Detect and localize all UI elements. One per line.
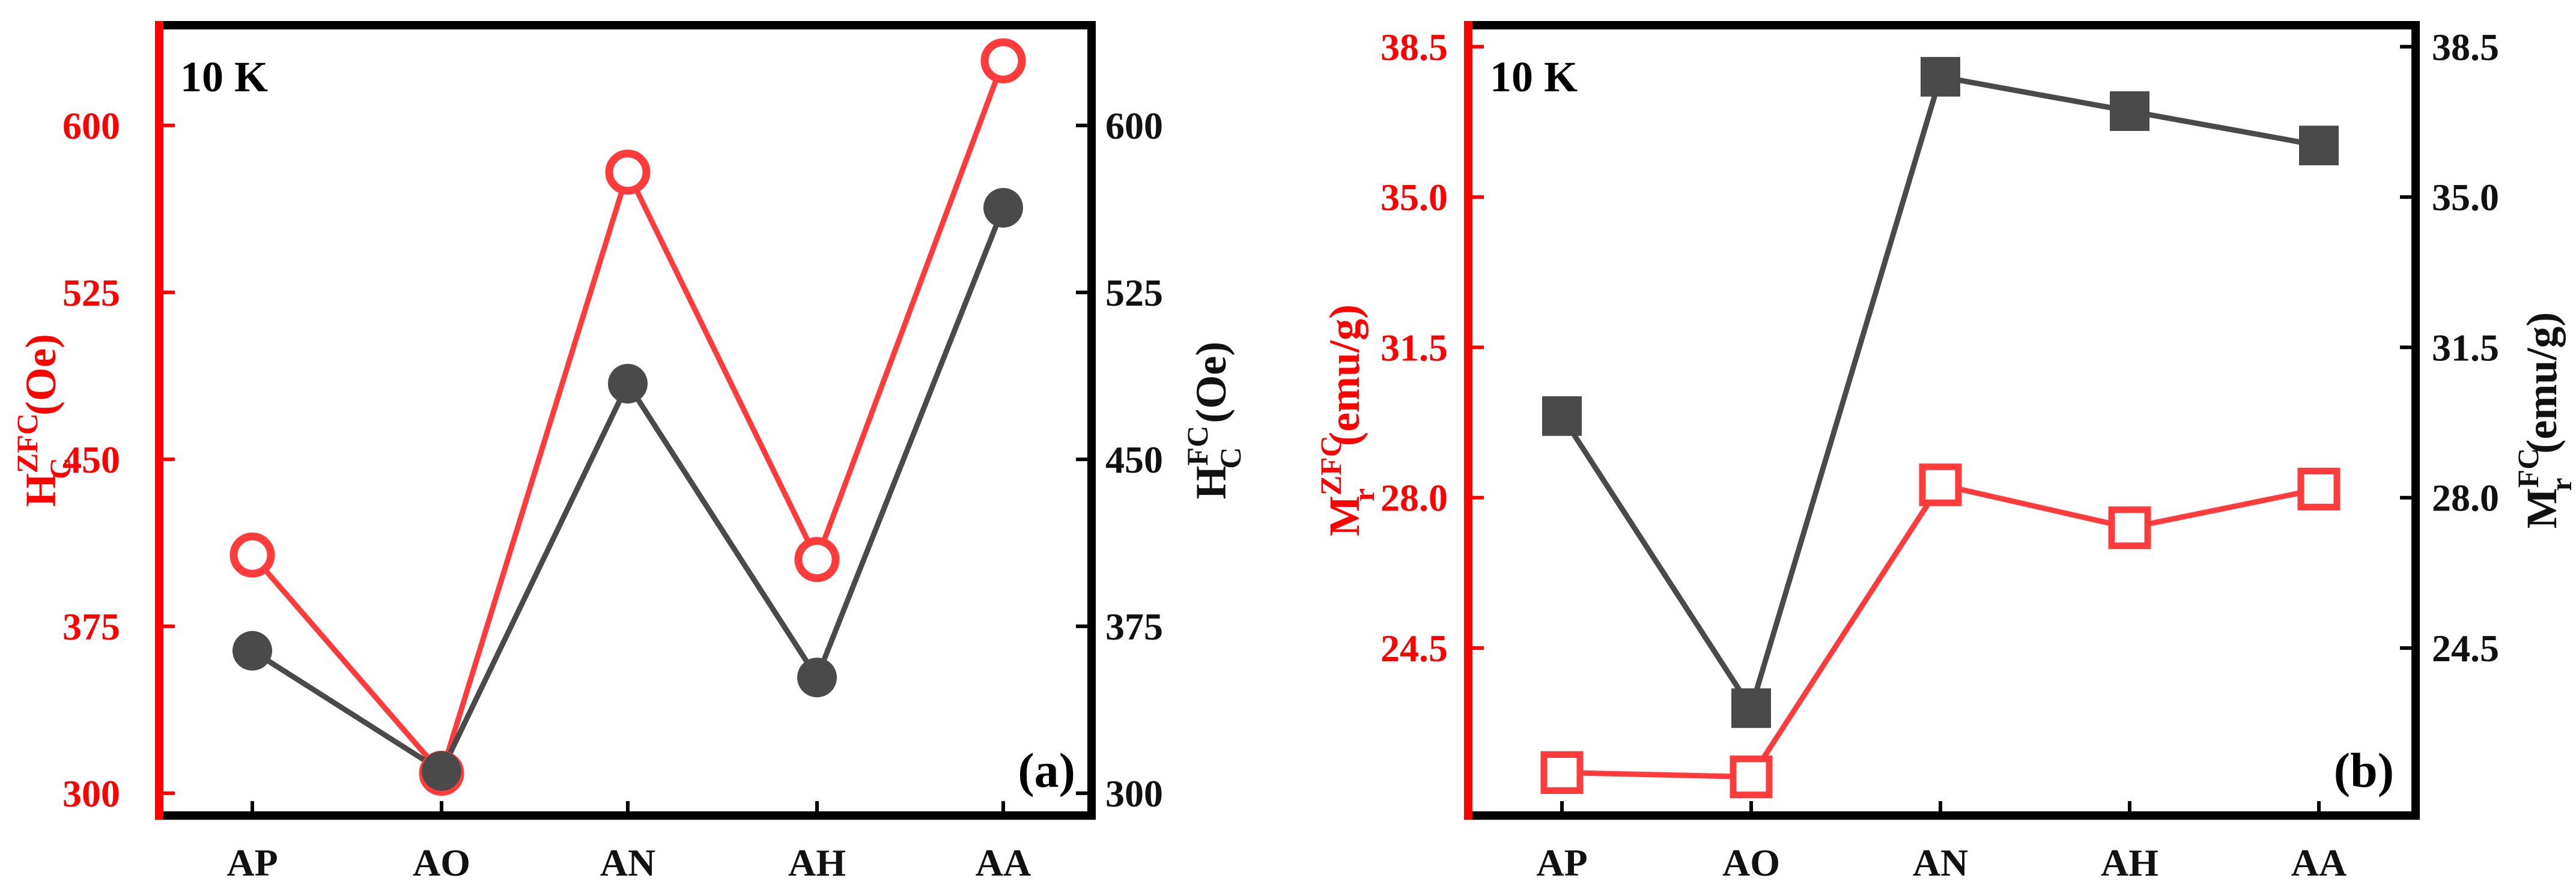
panel-a-left-title-sub: C [43,458,77,479]
fc-series-line [1560,74,2319,711]
x-tick-label-an: AN [600,841,655,884]
panel-a-temperature-label: 10 K [180,53,268,101]
zfc-point-ao [1730,755,1773,799]
zfc-point-aa [2297,467,2341,510]
right-tick-label: 38.5 [2432,26,2499,68]
panel-b-right-title-unit: (emu/g) [2518,312,2566,454]
zfc-point-ap [1540,751,1584,794]
right-tick-label: 375 [1105,605,1163,648]
fc-point-ah [797,658,837,698]
panel-a-left-title-sup: ZFC [10,413,44,473]
panel-b-left-title-sup: ZFC [1314,435,1347,495]
x-tick-label-ap: AP [226,841,278,884]
panel-a-right-axis-title: HFCC (Oe) [1180,342,1247,500]
panel-b-mr-chart: 24.5 28.0 31.5 35.0 38.5 24.5 28.0 31.5 35.0 38.… [1314,21,2576,884]
panel-b-panel-label: (b) [2334,743,2394,798]
panel-a-left-ticks: 300 375 450 525 600 [62,104,175,815]
x-tick-label-ah: AH [2101,841,2158,884]
x-tick-label-ao: AO [1722,841,1780,884]
x-tick-label-ao: AO [413,841,470,884]
panel-b-right-ticks: 24.5 28.0 31.5 35.0 38.5 [2400,26,2499,670]
x-tick-label-ah: AH [788,841,846,884]
panel-b-right-title-base: M [2518,488,2566,528]
zfc-point-ah [2108,506,2151,549]
zfc-point-ah [794,537,840,583]
panel-a-panel-label: (a) [1018,743,1075,798]
panel-b-series-lines [1560,74,2319,780]
left-tick-label: 38.5 [1381,26,1448,68]
x-tick-label-an: AN [1913,841,1968,884]
right-tick-label: 35.0 [2432,176,2499,219]
x-tick-label-ap: AP [1536,841,1587,884]
left-tick-label: 24.5 [1381,627,1448,670]
left-tick-label: 525 [62,271,120,314]
panel-a-series-points [229,38,1026,796]
left-tick-label: 450 [62,438,120,481]
x-tick-label-aa: AA [976,841,1031,884]
panel-b-left-title-sub: r [1347,488,1381,501]
fc-point-aa [983,187,1023,228]
panel-a-right-ticks: 300 375 450 525 600 [1076,104,1163,815]
panel-b-right-axis-title: MFCr (emu/g) [2511,312,2576,529]
panel-a-hc-chart: 300 375 450 525 600 300 375 450 525 600 AP AO AN AH… [10,21,1247,884]
panel-a-right-title-unit: (Oe) [1187,342,1235,423]
panel-a-right-title-base: H [1187,465,1235,499]
panel-a-right-title-sub: C [1214,447,1247,469]
x-tick-label-aa: AA [2291,841,2347,884]
panel-b-left-axis-title: MZFCr (emu/g) [1314,304,1381,536]
fc-point-aa [2299,126,2339,166]
left-tick-label: 35.0 [1381,176,1448,219]
left-tick-label: 600 [62,104,120,147]
fc-point-ap [1542,396,1582,436]
panel-b-left-title-base: M [1320,495,1368,536]
right-tick-label: 300 [1105,772,1163,815]
right-tick-label: 31.5 [2432,326,2499,369]
panel-a-left-title-base: H [17,473,65,507]
left-tick-label: 300 [62,772,120,815]
panel-b-left-ticks: 24.5 28.0 31.5 35.0 38.5 [1381,26,1484,670]
left-tick-label: 28.0 [1381,477,1448,519]
panel-b-left-title-unit: (emu/g) [1320,304,1368,446]
panel-a-x-ticks: AP AO AN AH AA [226,801,1031,884]
zfc-point-an [605,150,651,195]
panel-a-left-title-unit: (Oe) [17,334,65,416]
panel-a-right-title-sup: FC [1180,426,1214,466]
right-tick-label: 600 [1105,104,1163,147]
fc-point-an [608,363,648,404]
panel-b-right-title-sub: r [2544,478,2576,491]
fc-point-ao [1731,688,1771,728]
left-tick-label: 31.5 [1381,326,1448,369]
right-tick-label: 28.0 [2432,477,2499,519]
zfc-point-an [1919,463,1962,506]
panel-b-temperature-label: 10 K [1490,53,1578,101]
right-tick-label: 450 [1105,438,1163,481]
zfc-point-aa [980,38,1026,83]
right-tick-label: 525 [1105,271,1163,314]
fc-point-ap [232,631,272,671]
left-tick-label: 375 [62,605,120,648]
fc-point-ah [2110,91,2149,132]
right-tick-label: 24.5 [2432,627,2499,670]
zfc-point-ap [229,532,275,578]
panel-b-right-title-sup: FC [2511,448,2545,488]
fc-point-ao [422,751,461,791]
panel-b-series-points [1540,56,2341,799]
fc-point-an [1921,56,1960,97]
panel-a-left-axis-title: HZFCC (Oe) [10,334,77,507]
zfc-series-line [1561,482,2319,780]
panel-b-x-ticks: AP AO AN AH AA [1536,801,2347,884]
